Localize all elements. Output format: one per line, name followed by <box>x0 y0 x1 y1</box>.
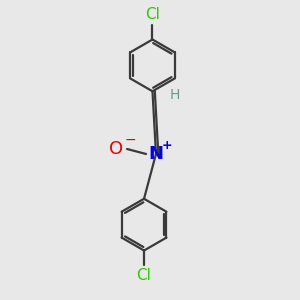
Text: H: H <box>170 88 180 102</box>
Text: N: N <box>148 145 164 163</box>
Text: Cl: Cl <box>136 268 152 283</box>
Text: −: − <box>124 133 136 147</box>
Text: Cl: Cl <box>145 7 160 22</box>
Text: O: O <box>109 140 123 158</box>
Text: +: + <box>162 139 172 152</box>
